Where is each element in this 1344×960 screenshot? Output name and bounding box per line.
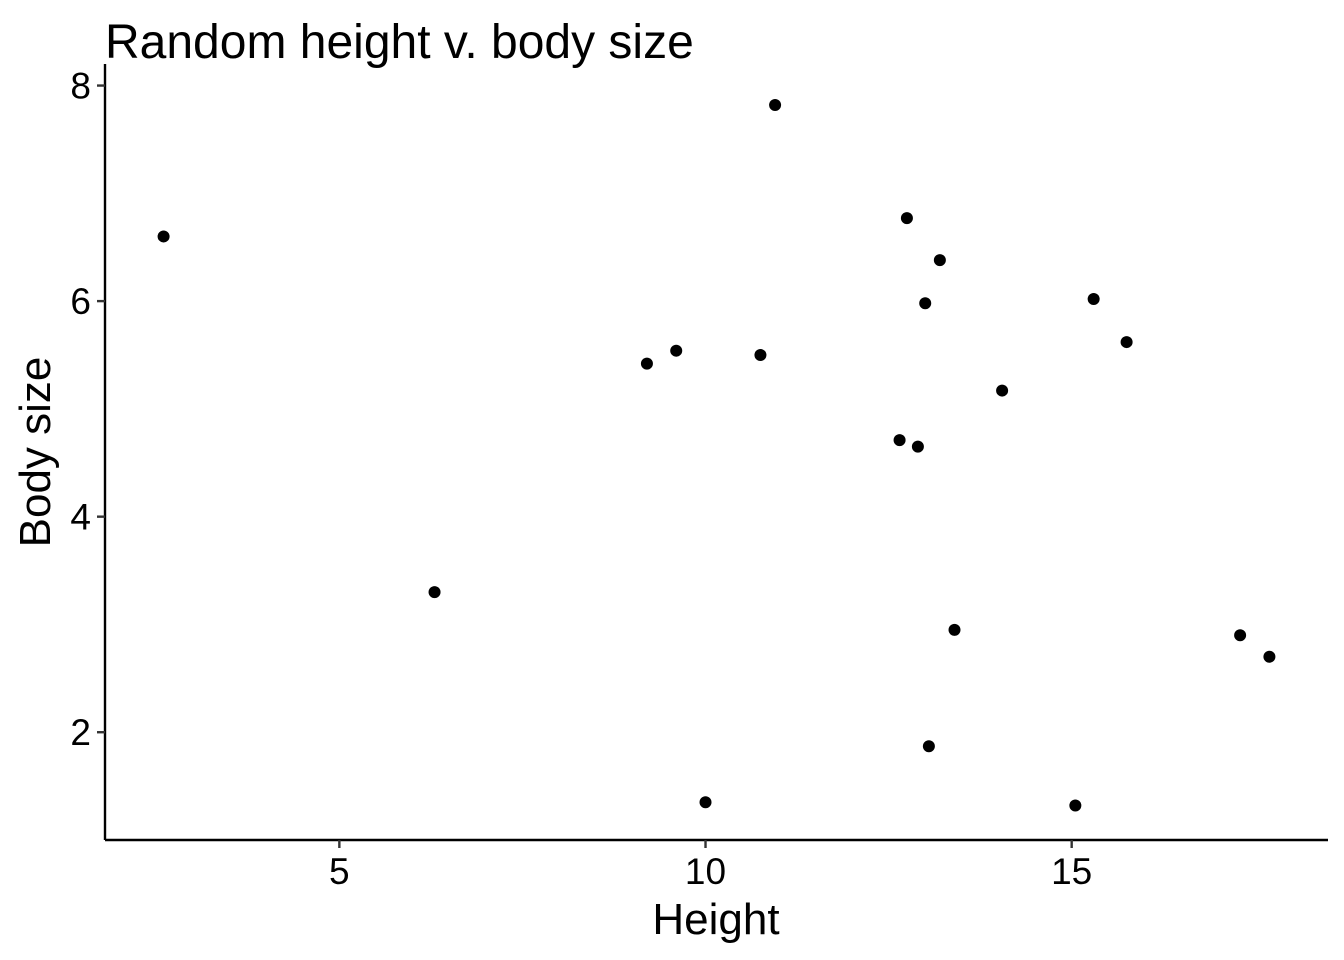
- data-point: [893, 434, 906, 447]
- x-axis-title: Height: [652, 895, 779, 944]
- y-tick-label: 8: [70, 66, 91, 107]
- data-point: [911, 440, 924, 453]
- data-point: [428, 586, 441, 599]
- x-axis-ticks: 5 10 15: [329, 840, 1092, 892]
- x-tick-label: 10: [685, 851, 726, 892]
- data-point: [933, 254, 946, 267]
- data-point: [157, 230, 170, 243]
- data-point: [1120, 336, 1133, 349]
- y-tick-label: 2: [70, 712, 91, 753]
- x-tick-label: 15: [1051, 851, 1092, 892]
- data-point: [1234, 629, 1247, 642]
- chart-title: Random height v. body size: [105, 16, 694, 69]
- data-point: [919, 297, 932, 310]
- y-axis-title: Body size: [11, 357, 60, 548]
- points-layer: [157, 98, 1276, 812]
- plot-area: 5 10 15 2 4 6 8: [70, 64, 1328, 892]
- data-point: [699, 796, 712, 809]
- data-point: [900, 212, 913, 225]
- x-tick-label: 5: [329, 851, 350, 892]
- y-tick-label: 4: [70, 497, 91, 538]
- data-point: [670, 344, 683, 357]
- data-point: [754, 349, 767, 361]
- data-point: [769, 98, 782, 111]
- y-axis-ticks: 2 4 6 8: [70, 66, 105, 753]
- data-point: [1069, 799, 1082, 812]
- data-point: [640, 357, 653, 370]
- data-point: [996, 384, 1009, 397]
- data-point: [1263, 650, 1276, 663]
- data-point: [922, 740, 935, 753]
- data-point: [948, 623, 961, 636]
- data-point: [1087, 292, 1100, 305]
- y-tick-label: 6: [70, 281, 91, 322]
